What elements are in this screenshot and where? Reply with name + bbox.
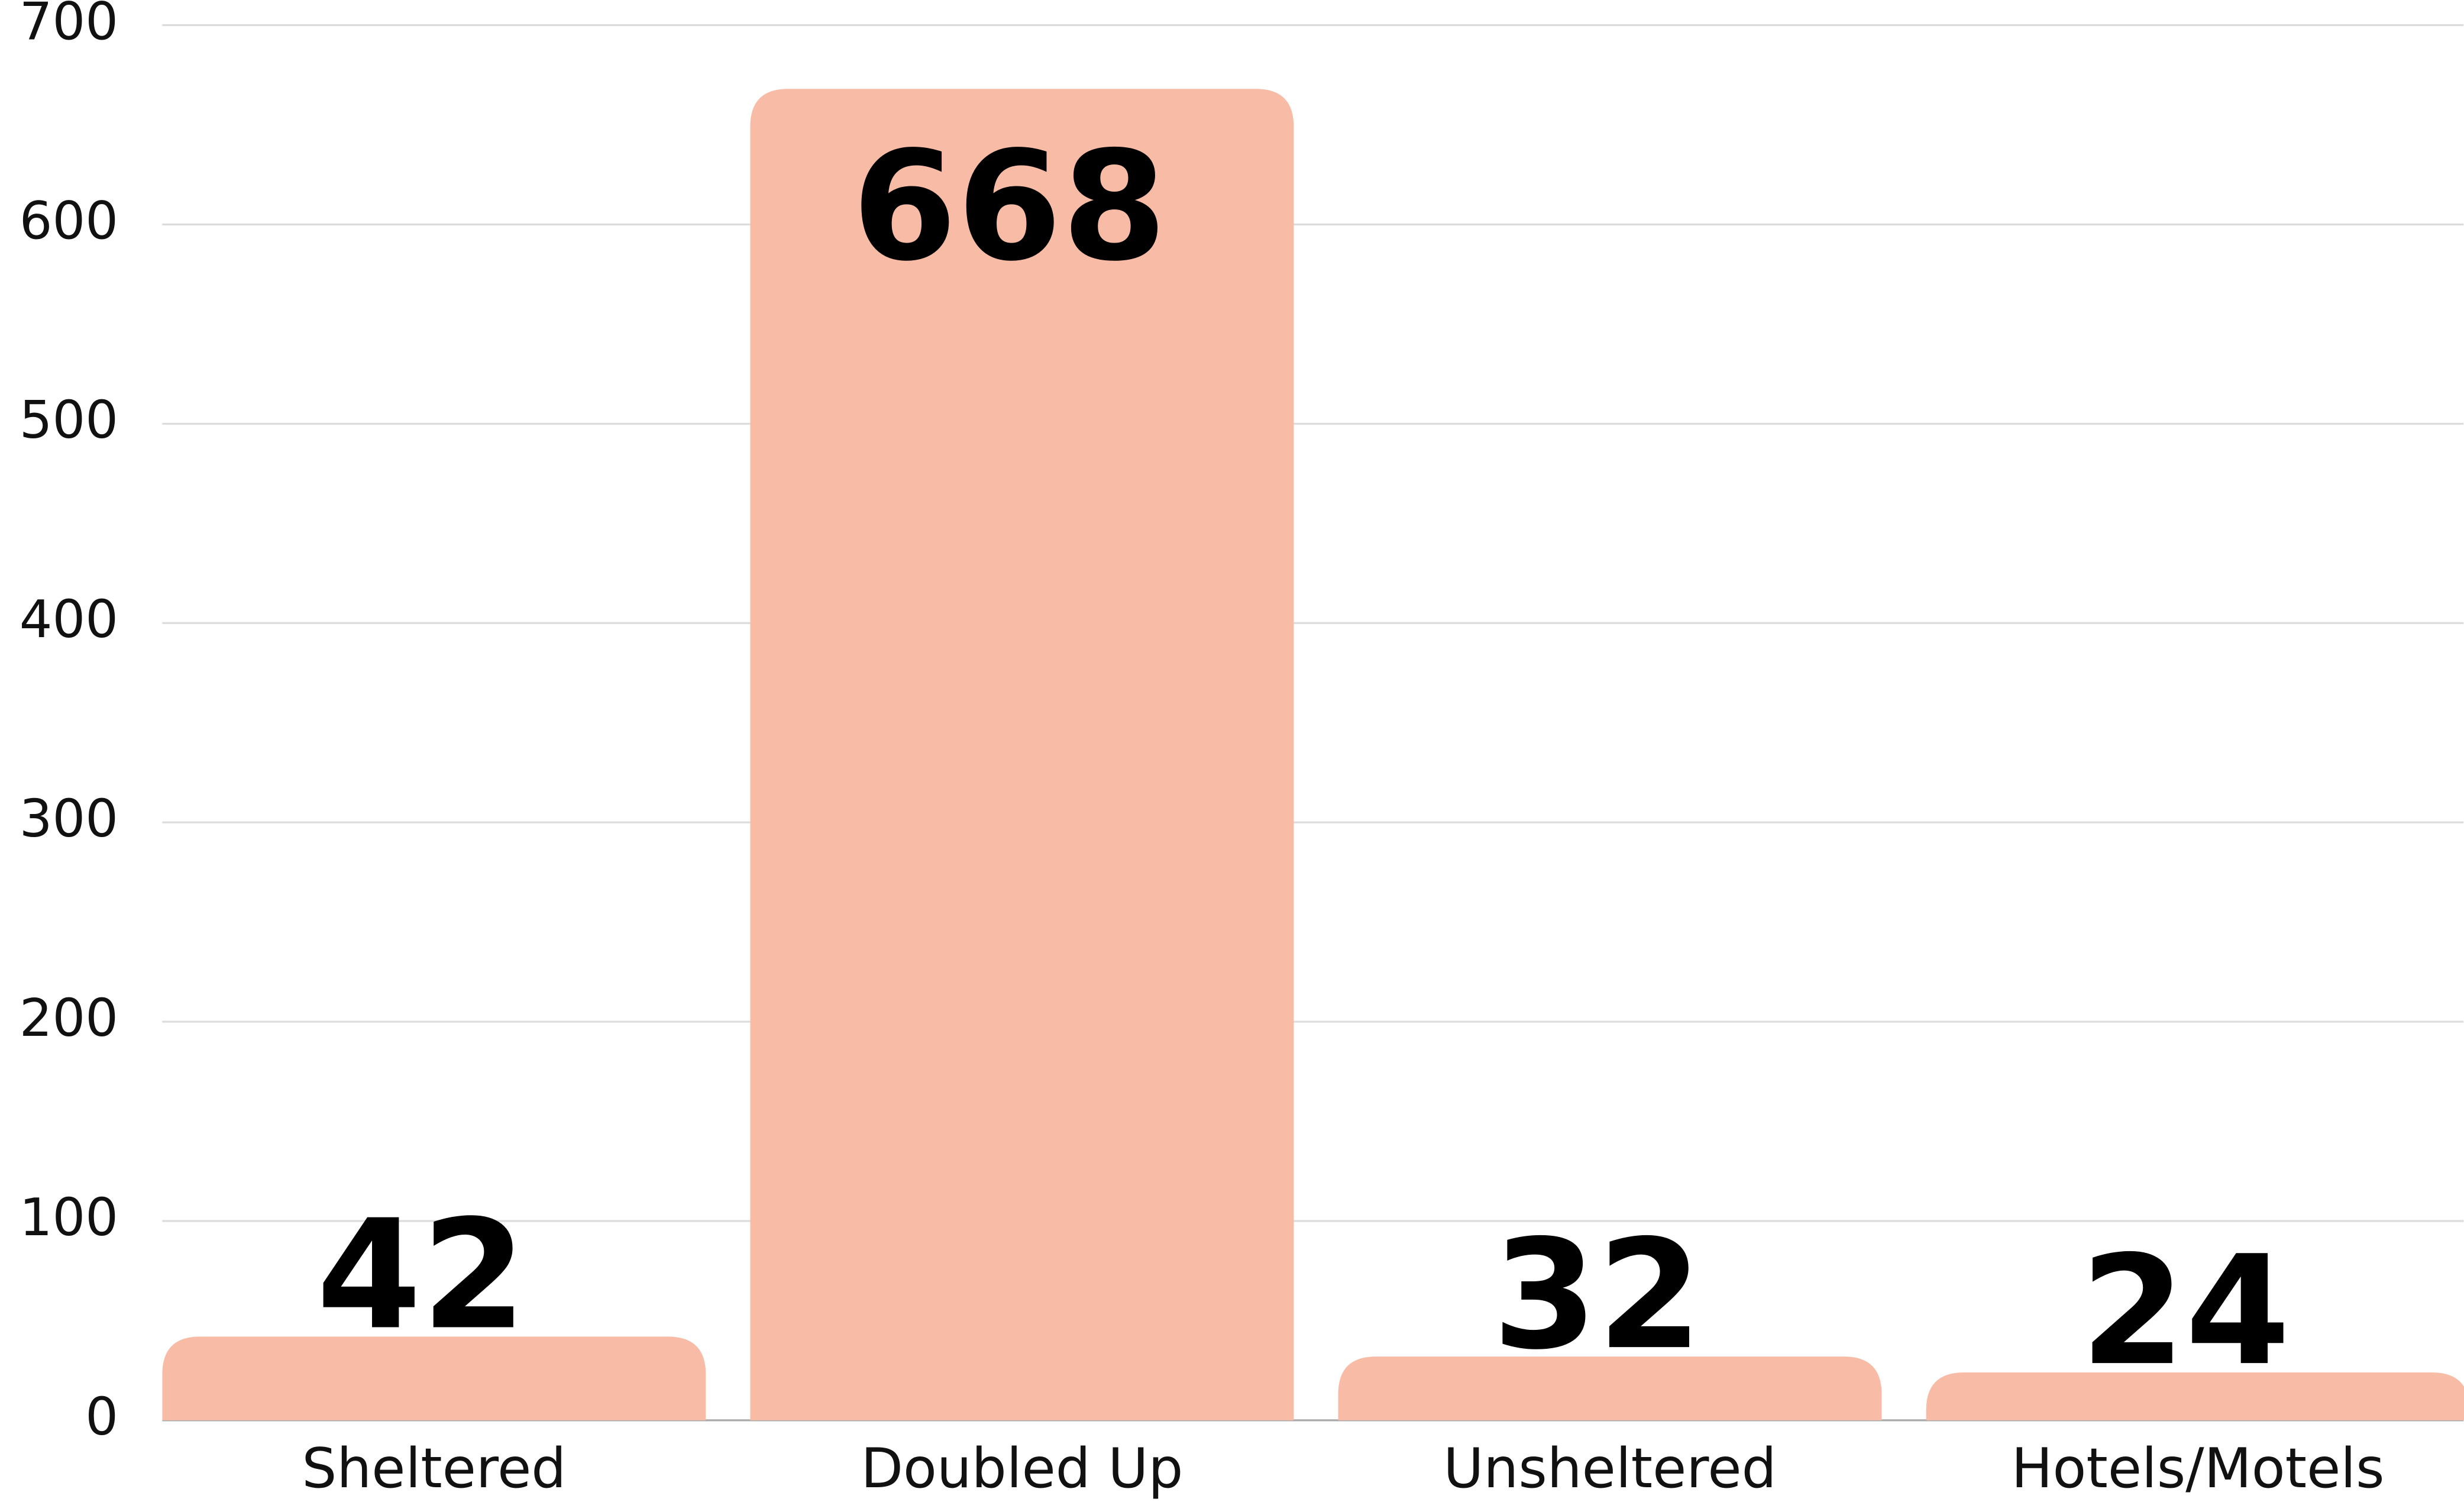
y-tick-label: 300 (20, 789, 118, 849)
bar (1926, 1372, 2464, 1420)
value-label: 42 (316, 1187, 526, 1363)
bar (1338, 1356, 1882, 1420)
x-tick-label: Hotels/Motels (2012, 1436, 2385, 1500)
bar (162, 1336, 706, 1420)
y-tick-label: 500 (20, 390, 118, 450)
y-tick-label: 100 (20, 1187, 118, 1248)
x-tick-label: Unsheltered (1443, 1436, 1776, 1500)
y-tick-label: 700 (20, 0, 118, 51)
value-label: 32 (1492, 1207, 1702, 1383)
y-tick-label: 400 (20, 589, 118, 650)
value-label: 668 (852, 119, 1167, 295)
value-label: 24 (2080, 1223, 2290, 1399)
bar (750, 89, 1294, 1420)
y-tick-label: 200 (20, 988, 118, 1048)
y-tick-label: 0 (85, 1387, 118, 1447)
y-tick-label: 600 (20, 190, 118, 251)
x-tick-label: Doubled Up (861, 1436, 1183, 1500)
x-tick-label: Sheltered (302, 1436, 566, 1500)
